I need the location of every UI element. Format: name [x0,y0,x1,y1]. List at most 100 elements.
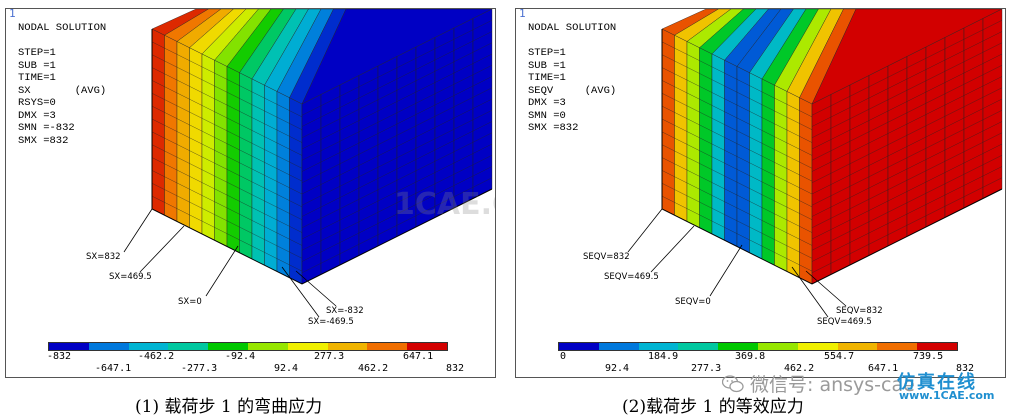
callout-sx-zero: SX=0 [178,297,202,307]
info-line: SEQV (AVG) [528,84,617,97]
model-view-seqv: SEQV=832 SEQV=469.5 SEQV=0 SEQV=832 SEQV… [583,9,1003,327]
info-line: ​ [528,35,616,48]
mesh-line [151,170,303,246]
beam-contour-seqv [661,9,1003,285]
mesh-line [301,42,493,138]
mesh-line [811,155,1003,251]
wechat-icon [722,374,744,392]
mesh-line [811,65,1003,161]
legend-swatch [407,343,447,350]
mesh-line [661,93,813,169]
mesh-line [811,53,1003,150]
mesh-line [151,93,303,169]
legend-swatch [638,343,679,350]
mesh-line [811,177,1003,273]
legend-swatch [678,343,719,350]
legend-swatch [718,343,758,350]
callout-seqv-max-left: SEQV=832 [583,252,630,262]
beam-edge [151,29,493,285]
legend-swatch [917,343,957,350]
legend-swatch [327,343,368,350]
mesh-line [661,41,813,118]
wechat-id-text: 微信号: ansys-cae [750,374,915,396]
info-line: SUB =1 [528,59,566,72]
mesh-line [151,118,303,195]
legend-swatch [367,343,408,350]
info-line: SMN =-832 [18,122,75,134]
legend-swatch [247,343,288,350]
watermark-text: 1CAE.COM [394,187,496,222]
mesh-line [661,67,813,143]
mesh-line [301,65,493,161]
mesh-line [151,41,303,118]
legend-swatch [598,343,639,350]
legend-label: -92.4 [225,351,256,362]
mesh-line [151,144,303,220]
mesh-line [811,87,1003,183]
mesh-line [661,144,813,220]
mesh-line [661,195,813,272]
legend-swatch [287,343,328,350]
legend-swatch [49,343,89,350]
legend-swatch [757,343,798,350]
legend-label: -462.2 [138,351,175,362]
legend-label: 277.3 [314,351,345,362]
mesh-line [151,131,303,208]
mesh-line [151,80,303,156]
callout-seqv-max-right: SEQV=832 [836,306,883,316]
info-line: SMX =832 [18,134,69,147]
legend-swatch [877,343,918,350]
info-line: TIME=1 [528,72,566,84]
contour-plot-panel-sx: 1 1CAE.COM SX=832 SX=469.5 SX=0 SX=-832 … [5,8,496,378]
mesh-line [661,131,813,208]
mesh-line [301,20,493,116]
legend-label: 554.7 [824,351,855,362]
info-line: DMX =3 [528,97,566,109]
mesh-line [811,132,1003,228]
mesh-line [811,143,1003,240]
mesh-line [811,166,1003,262]
legend-label: 92.4 [605,363,630,374]
mesh-line [811,121,1003,217]
info-line: RSYS=0 [18,97,56,109]
legend-label: -277.3 [181,363,218,374]
mesh-line [811,42,1003,138]
contour-legend-seqv: 0 184.9 369.8 554.7 739.5 92.4 277.3 462… [558,342,974,374]
legend-label: 832 [956,363,975,374]
legend-label: 462.2 [358,363,389,374]
legend-label: 462.2 [784,363,815,374]
info-line: SUB =1 [18,59,56,72]
callout-sx-min: SX=-832 [326,306,364,316]
legend-label: 0 [560,351,567,362]
legend-swatch [88,343,129,350]
contour-plot-panel-seqv: 1 SEQV=832 SEQV=469.5 SEQV=0 SEQV=832 SE… [515,8,1006,378]
callout-sx-max: SX=832 [86,252,121,262]
legend-color-bar [558,342,958,351]
info-line: TIME=1 [18,72,56,84]
mesh-line [301,76,493,172]
legend-color-bar [48,342,448,351]
mesh-line [661,105,813,182]
info-line: NODAL SOLUTION [528,22,617,34]
mesh-line [661,54,813,130]
callout-group-seqv: SEQV=832 SEQV=469.5 SEQV=0 SEQV=832 SEQV… [583,208,883,327]
legend-label: 184.9 [648,351,679,362]
mesh-line [661,80,813,156]
callout-group-sx: SX=832 SX=469.5 SX=0 SX=-832 SX=-469.5 [86,208,364,327]
mesh-line [661,170,813,246]
info-line: NODAL SOLUTION [18,22,107,34]
mesh-line [301,31,493,127]
callout-seqv-zero: SEQV=0 [675,297,711,307]
mesh-line [301,132,493,228]
info-line: SMX =832 [528,122,579,134]
mesh-line [301,53,493,150]
legend-label: 92.4 [274,363,299,374]
contour-legend-sx: -832 -462.2 -92.4 277.3 647.1 -647.1 -27… [47,342,464,374]
mesh-line [301,87,493,183]
site-logo-badge: 仿真在线 www.1CAE.com [897,368,1005,404]
legend-label: 369.8 [735,351,766,362]
mesh-line [301,155,493,251]
legend-label: -832 [47,351,72,362]
